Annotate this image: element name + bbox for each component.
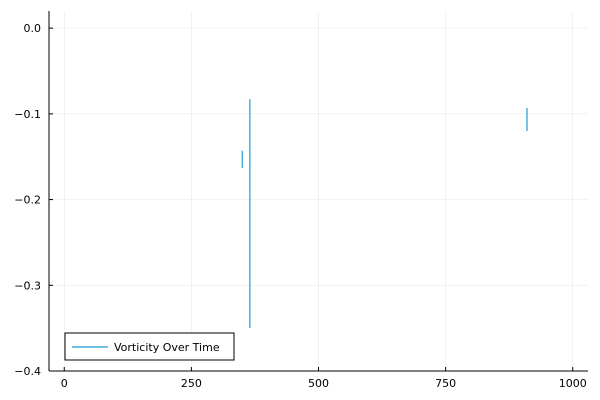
y-tick-label: −0.3 xyxy=(14,279,41,292)
grid xyxy=(49,11,588,372)
y-tick-label: 0.0 xyxy=(24,22,42,35)
plot-area xyxy=(241,99,528,329)
ticks: 0 250 500 750 1000 0.0 −0.1 −0.2 −0.3 −0.4 xyxy=(14,22,586,390)
legend: Vorticity Over Time xyxy=(64,332,235,361)
y-tick-label: −0.4 xyxy=(14,365,41,378)
x-tick-label: 250 xyxy=(181,377,202,390)
y-tick-label: −0.1 xyxy=(14,108,41,121)
x-tick-label: 500 xyxy=(308,377,329,390)
y-tick-label: −0.2 xyxy=(14,194,41,207)
x-tick-label: 0 xyxy=(61,377,68,390)
x-tick-label: 750 xyxy=(435,377,456,390)
x-tick-label: 1000 xyxy=(559,377,587,390)
legend-label: Vorticity Over Time xyxy=(114,341,220,354)
